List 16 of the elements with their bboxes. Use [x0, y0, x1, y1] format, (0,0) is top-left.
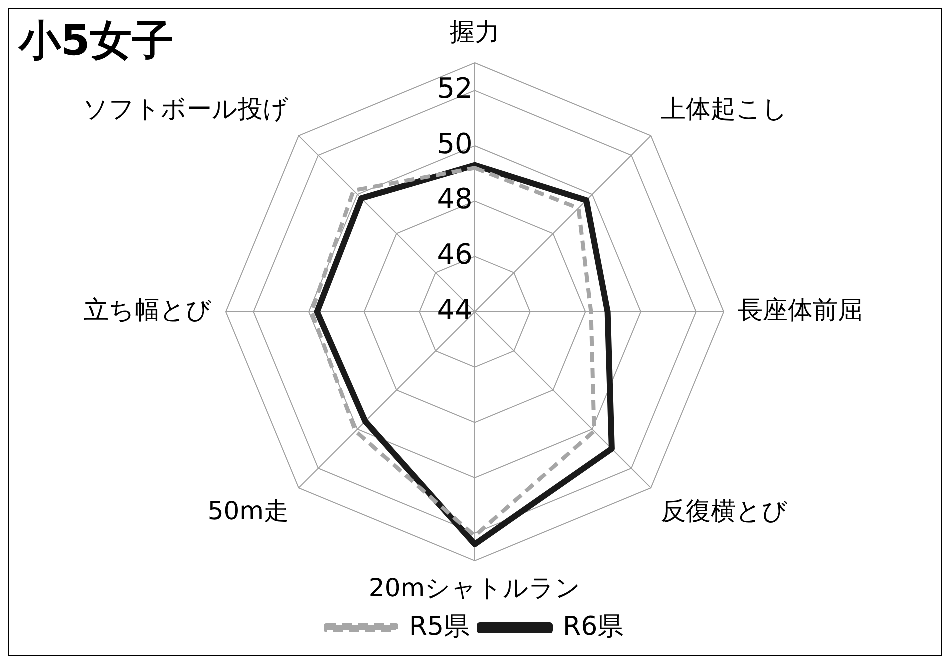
- y-tick-label: 44: [437, 293, 473, 326]
- spoke-label: 長座体前屈: [738, 296, 863, 324]
- spoke-label: 反復横とび: [660, 496, 788, 526]
- y-tick-label: 52: [437, 72, 473, 105]
- spoke-label: 立ち幅とび: [84, 296, 212, 324]
- spoke-label: 20mシャトルラン: [368, 574, 582, 602]
- spoke-label: ソフトボール投げ: [83, 94, 290, 124]
- legend-label: R5県: [409, 612, 470, 642]
- spoke-label: 握力: [450, 18, 500, 46]
- y-tick-label: 48: [437, 182, 473, 216]
- legend-label: R6県: [563, 612, 624, 642]
- chart-title: 小5女子: [19, 15, 174, 67]
- y-tick-label: 50: [437, 127, 473, 160]
- spoke-label: 50m走: [208, 496, 290, 526]
- y-tick-label: 46: [437, 238, 473, 271]
- spoke-label: 上体起こし: [660, 94, 788, 124]
